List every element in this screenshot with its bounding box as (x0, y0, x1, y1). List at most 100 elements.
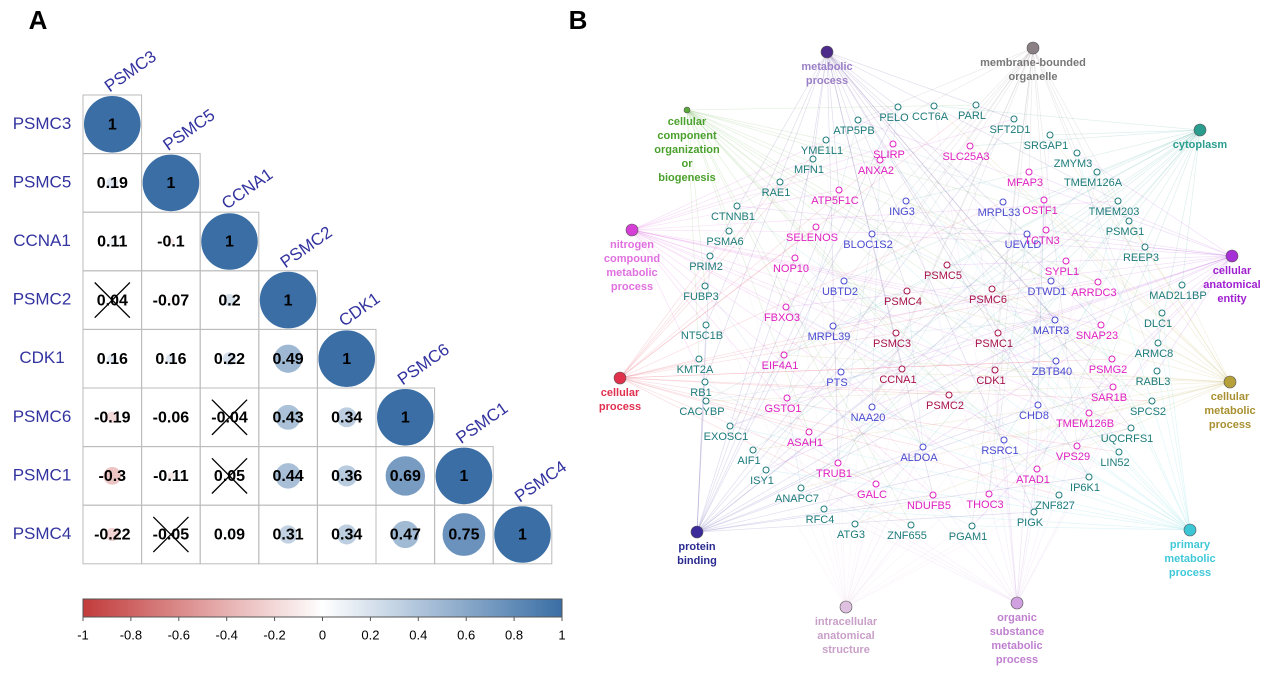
gene-label: ZNF655 (887, 530, 927, 542)
gene-node (945, 391, 953, 399)
gene-label: ALDOA (900, 452, 938, 464)
gene-label: MAD2L1BP (1149, 290, 1206, 302)
gene-label: CHD8 (1019, 410, 1049, 422)
edge (696, 381, 706, 533)
edge (631, 229, 908, 292)
edge (845, 201, 1004, 608)
row-label: PSMC5 (13, 172, 72, 191)
colorbar-tick-label: 0 (319, 627, 326, 642)
edge (1028, 171, 1191, 531)
gene-label: PTS (826, 377, 847, 389)
gene-label: ING3 (889, 206, 915, 218)
edge (871, 255, 1233, 408)
edge (619, 139, 827, 379)
edge (686, 109, 706, 287)
hub-label: component (657, 130, 717, 142)
gene-node (1178, 281, 1186, 289)
edge (843, 280, 1231, 383)
cell (492, 504, 553, 565)
hub-label: cellular (1213, 265, 1252, 277)
gene-label: UEVLD (1005, 239, 1042, 251)
edge (783, 129, 1201, 356)
gene-node (1153, 367, 1161, 375)
edge (1065, 260, 1231, 383)
edge (988, 233, 1028, 495)
edge (969, 129, 1201, 147)
edge (906, 290, 924, 448)
gene-node (1094, 278, 1102, 286)
gene-node (725, 227, 733, 235)
gene-node (797, 484, 805, 492)
edge (1076, 445, 1191, 531)
gene-label: RAE1 (762, 187, 791, 199)
value-label: 1 (225, 234, 234, 251)
hub-label: cellular (668, 116, 707, 128)
value-label: -0.11 (153, 468, 189, 485)
correlation-circle (103, 467, 122, 485)
edge (871, 406, 1191, 531)
column-label-group: PSMC4 (511, 457, 570, 506)
hub-label: primary (1170, 539, 1211, 551)
edge (705, 368, 903, 402)
edge (969, 145, 1018, 604)
edge (786, 397, 1191, 531)
edge (705, 400, 1018, 604)
gene-node (812, 223, 820, 231)
gene-label: ATP5F1C (811, 195, 859, 207)
gene-label: ZBTB40 (1032, 366, 1072, 378)
edge (619, 358, 700, 379)
edge (969, 145, 1231, 383)
edge (812, 51, 828, 160)
edge (631, 229, 839, 464)
edge (854, 523, 1018, 604)
edge (765, 469, 1191, 531)
value-label: -0.19 (94, 410, 131, 427)
edge (845, 400, 1153, 608)
panel-label: A (29, 5, 48, 35)
hub-label: organic (997, 612, 1037, 624)
edge (971, 255, 1233, 527)
edge (971, 525, 1191, 531)
edge (837, 171, 1098, 464)
gene-label: ISY1 (750, 475, 774, 487)
gene-node (706, 252, 714, 260)
edge (765, 47, 1034, 471)
edge (826, 51, 1015, 120)
colorbar-tick-label: -0.2 (263, 627, 285, 642)
gene-label: DLC1 (1144, 318, 1172, 330)
hub-label: anatomical (1203, 279, 1260, 291)
correlation-circle (259, 271, 317, 329)
gene-node (762, 466, 770, 474)
edge (843, 280, 999, 334)
edge (619, 159, 881, 379)
correlation-circle (494, 506, 551, 563)
edge (686, 109, 912, 526)
gene-node (733, 202, 741, 210)
edge (631, 229, 903, 370)
edge (696, 324, 1102, 533)
gene-label: MFAP3 (1007, 177, 1043, 189)
column-label: PSMC2 (277, 223, 336, 272)
edge (905, 129, 1201, 202)
edge (857, 47, 1034, 121)
edge (1157, 342, 1231, 383)
edge (845, 360, 1057, 608)
edge (871, 288, 993, 408)
hub-node (1183, 523, 1197, 537)
gene-label: CDK1 (976, 375, 1005, 387)
edge (946, 264, 1191, 531)
row-label: CCNA1 (13, 231, 71, 250)
edge (933, 105, 1201, 131)
gene-node (1108, 355, 1116, 363)
edge (686, 109, 1052, 282)
gene-label: PSMC2 (926, 400, 964, 412)
gene-node (1030, 508, 1038, 516)
gene-label: MRPL33 (978, 207, 1021, 219)
cross (94, 282, 131, 319)
edge (837, 233, 873, 464)
edge (631, 118, 1015, 231)
edge (686, 109, 1060, 496)
edge (1045, 229, 1191, 531)
edge (631, 158, 814, 231)
edge (1049, 129, 1201, 136)
